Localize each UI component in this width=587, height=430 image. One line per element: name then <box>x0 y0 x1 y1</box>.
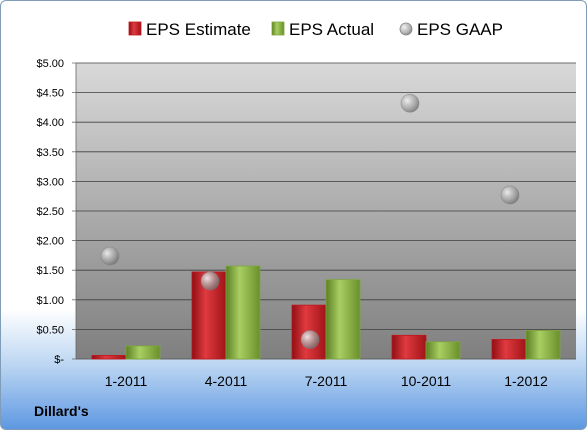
y-tick-label: $4.00 <box>36 117 64 129</box>
x-category-label: 1-2011 <box>105 373 148 389</box>
y-tick-label: $3.50 <box>36 147 64 159</box>
eps-estimate-bar <box>91 355 127 360</box>
eps-estimate-bar <box>391 334 427 360</box>
y-tick-label: $0.50 <box>36 324 64 336</box>
company-name: Dillard's <box>34 403 89 419</box>
y-tick-label: $1.50 <box>36 265 64 277</box>
y-axis-ticks: $- $0.50 $1.00 $1.50 $2.00 $2.50 $3.00 $3.50 $4.… <box>36 58 576 366</box>
eps-actual-bar <box>225 265 261 360</box>
legend-label: EPS GAAP <box>417 20 503 39</box>
x-category-label: 1-2012 <box>504 373 548 389</box>
y-tick-label: $5.00 <box>36 58 64 70</box>
y-tick-label: $2.50 <box>36 206 64 218</box>
eps-gaap-bubble <box>200 271 220 291</box>
eps-actual-bar <box>525 330 561 360</box>
eps-gaap-bubble <box>100 246 120 266</box>
eps-actual-bar <box>125 345 161 360</box>
legend-label: EPS Estimate <box>146 20 251 39</box>
y-tick-label: $- <box>54 354 64 366</box>
legend-actual-symbol <box>271 21 285 36</box>
x-category-label: 4-2011 <box>205 373 248 389</box>
bar-series <box>91 265 561 360</box>
y-tick-label: $4.50 <box>36 88 64 100</box>
eps-gaap-bubble <box>500 185 520 205</box>
eps-gaap-bubble <box>400 93 420 113</box>
y-tick-label: $3.00 <box>36 176 64 188</box>
legend-estimate-symbol <box>128 21 142 36</box>
legend-gaap-symbol <box>399 22 413 36</box>
y-tick-label: $1.00 <box>36 295 64 307</box>
eps-gaap-bubble <box>300 330 320 349</box>
x-category-label: 10-2011 <box>401 373 452 389</box>
legend-label: EPS Actual <box>289 20 374 39</box>
eps-actual-bar <box>425 341 461 360</box>
x-category-label: 7-2011 <box>305 373 348 389</box>
x-axis-labels: 1-2011 4-2011 7-2011 10-2011 1-2012 <box>105 373 548 389</box>
eps-estimate-bar <box>491 339 527 360</box>
gaap-bubble-series <box>100 93 520 349</box>
legend: EPS Estimate EPS Actual EPS GAAP <box>128 20 503 39</box>
eps-actual-bar <box>325 279 361 360</box>
y-tick-label: $2.00 <box>36 236 64 248</box>
